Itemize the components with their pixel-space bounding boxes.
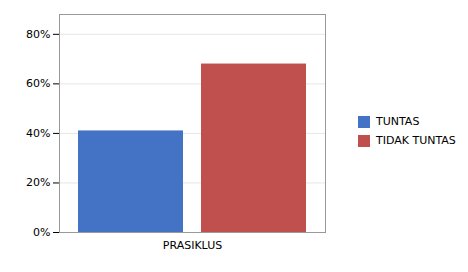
- svg-text:40%: 40%: [26, 127, 50, 140]
- svg-text:20%: 20%: [26, 176, 50, 189]
- html-text:TUNTAS: TUNTAS: [376, 115, 420, 128]
- svg-text:80%: 80%: [26, 28, 50, 41]
- svg-text:60%: 60%: [26, 77, 50, 90]
- svg-text:PRASIKLUS: PRASIKLUS: [163, 239, 222, 252]
- svg-text:0%: 0%: [33, 226, 50, 239]
- html-text:TIDAK TUNTAS: TIDAK TUNTAS: [376, 134, 456, 147]
